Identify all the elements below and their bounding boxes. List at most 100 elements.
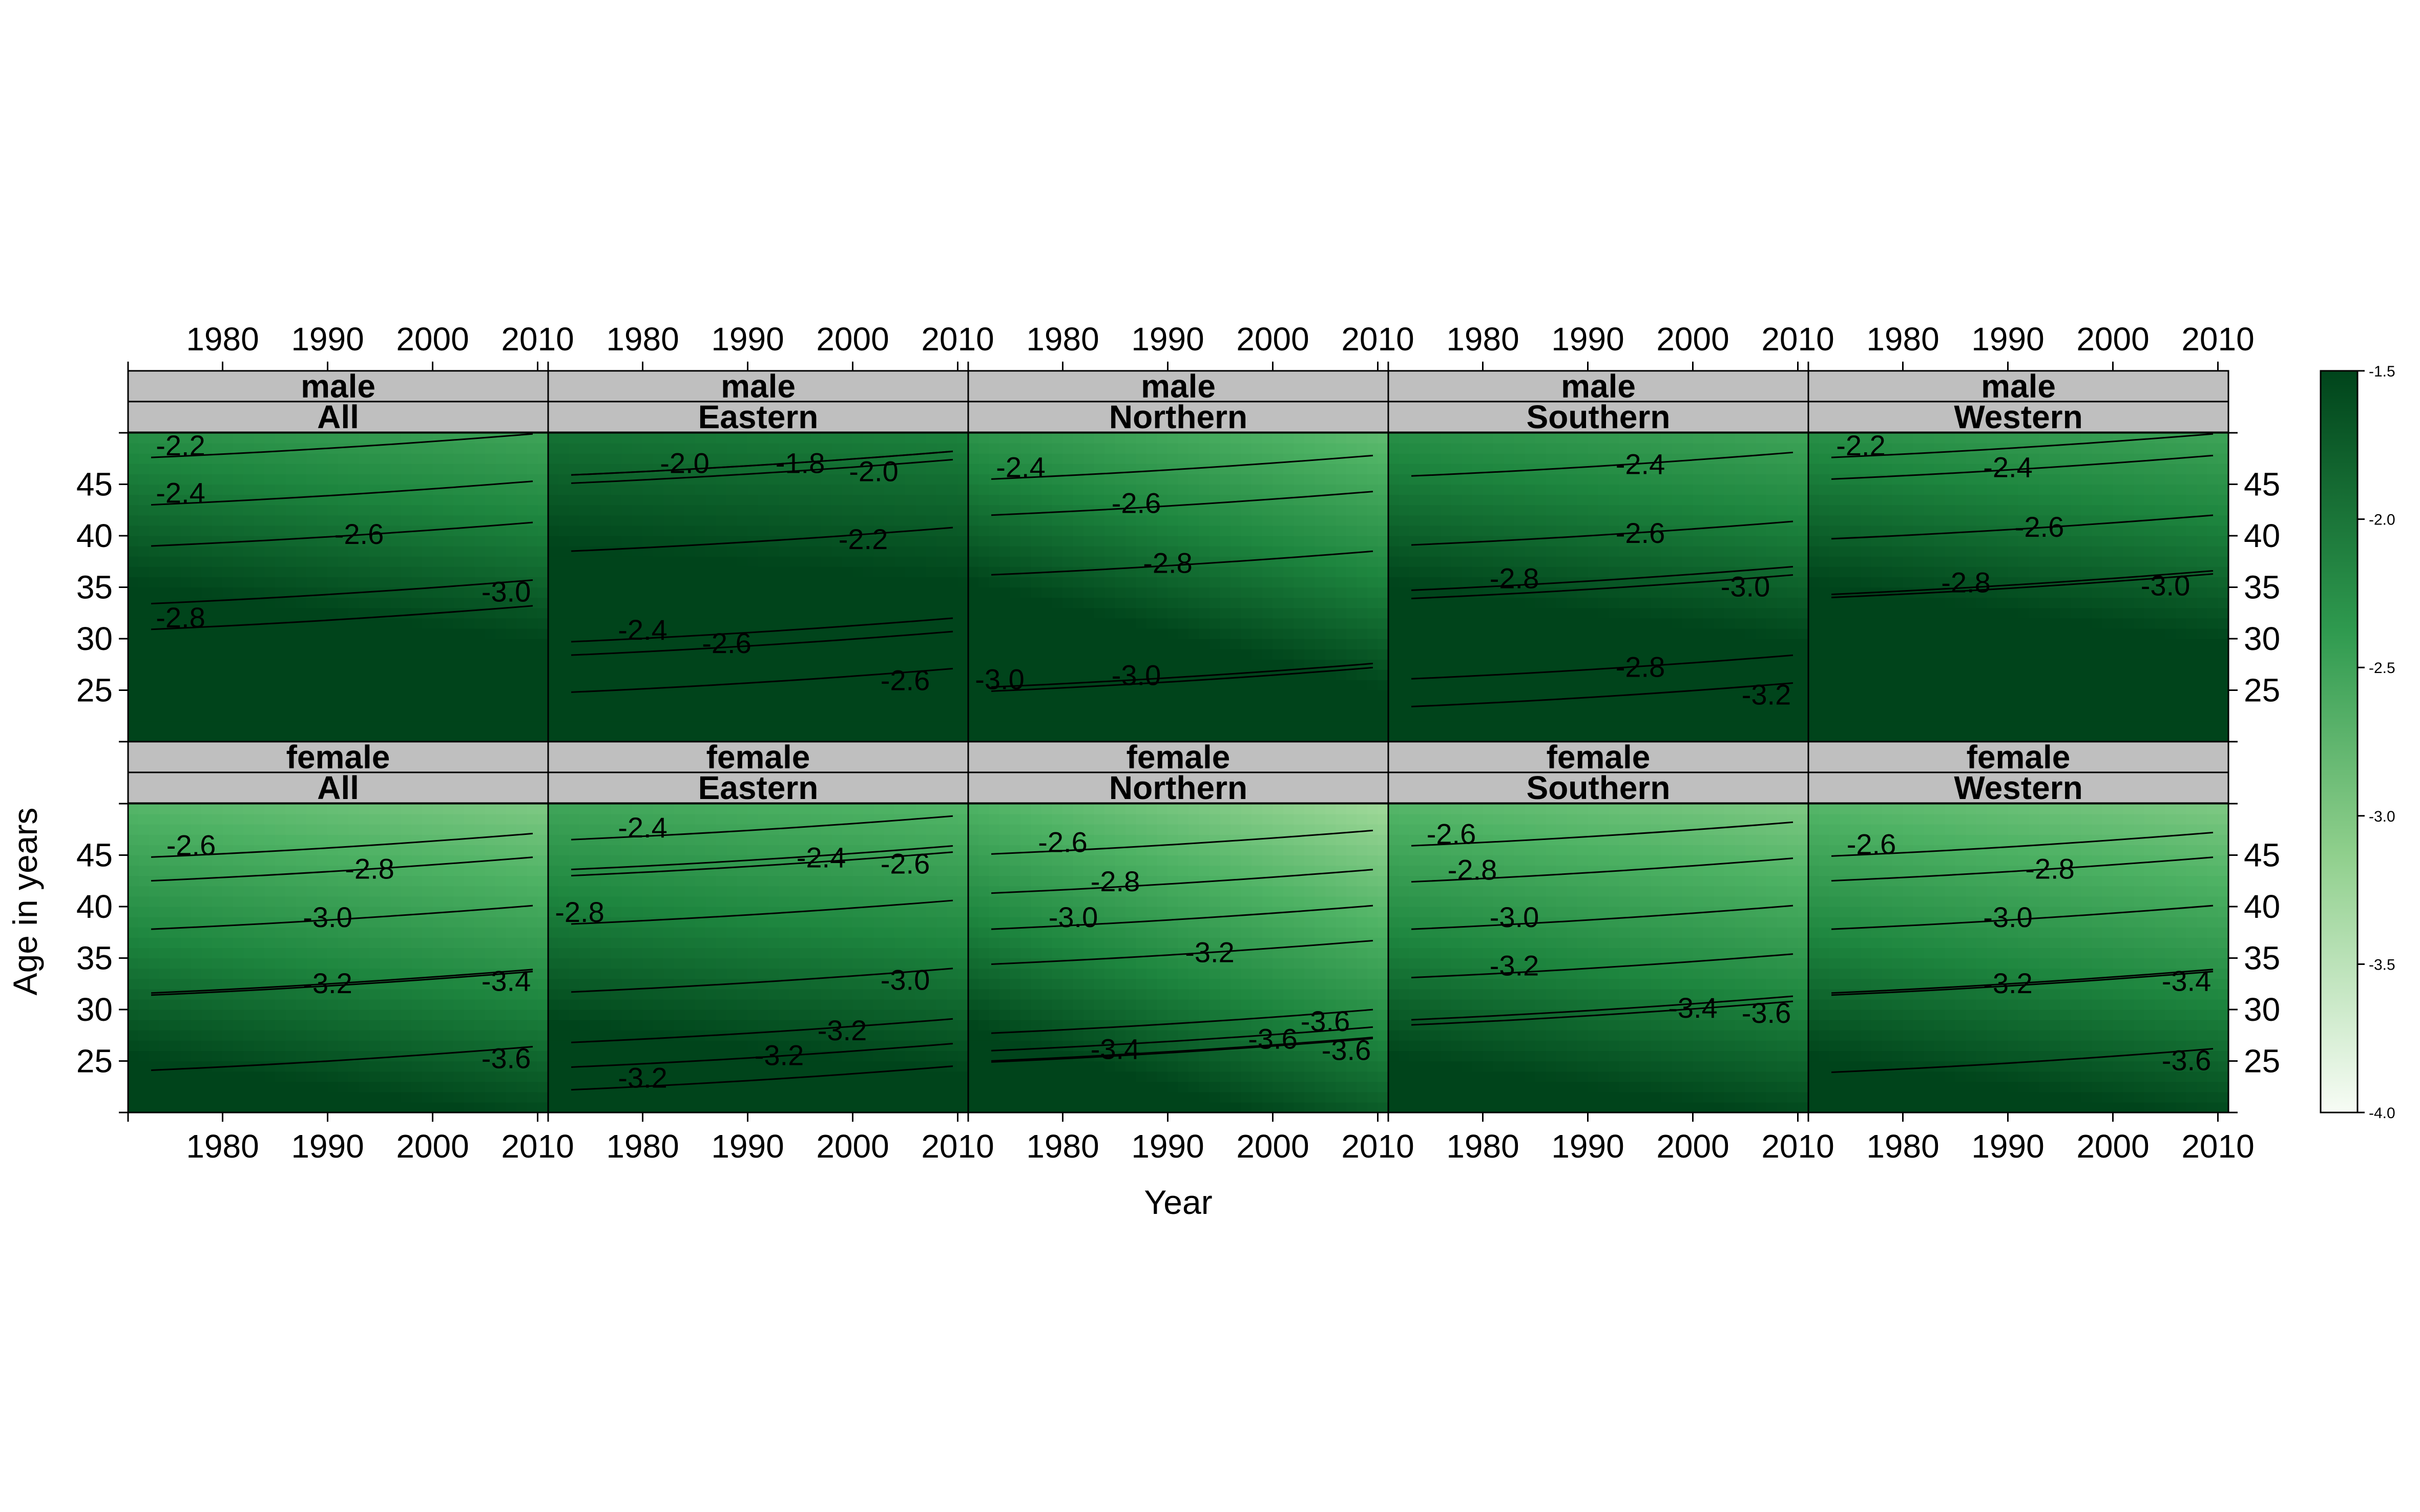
heatmap-cell	[243, 464, 255, 474]
heatmap-cell	[369, 433, 381, 444]
heatmap-cell	[1703, 597, 1715, 608]
heatmap-cell	[1115, 587, 1126, 598]
heatmap-cell	[170, 484, 181, 495]
heatmap-cell	[1041, 494, 1053, 506]
heatmap-cell	[1230, 443, 1242, 454]
heatmap-cell	[978, 628, 990, 639]
heatmap-cell	[884, 607, 895, 619]
strip-region-label: Eastern	[698, 398, 819, 435]
heatmap-cell	[212, 649, 223, 660]
heatmap-cell	[1556, 525, 1568, 536]
heatmap-cell	[1535, 525, 1547, 536]
heatmap-cell	[1031, 669, 1042, 680]
heatmap-cell	[1220, 566, 1232, 577]
heatmap-cell	[369, 721, 381, 732]
heatmap-cell	[558, 433, 570, 444]
heatmap-cell	[1682, 639, 1694, 649]
heatmap-cell	[1798, 566, 1809, 577]
heatmap-cell	[1798, 690, 1809, 701]
heatmap-cell	[1472, 659, 1484, 670]
heatmap-cell	[464, 546, 475, 557]
heatmap-cell	[1294, 597, 1305, 608]
heatmap-cell	[852, 680, 864, 691]
heatmap-cell	[1514, 659, 1526, 670]
heatmap-cell	[401, 494, 412, 506]
heatmap-cell	[1703, 628, 1715, 639]
heatmap-cell	[264, 464, 276, 474]
heatmap-cell	[1724, 536, 1736, 547]
heatmap-cell	[1714, 649, 1725, 660]
heatmap-cell	[1209, 515, 1221, 526]
heatmap-cell	[1819, 587, 1830, 598]
heatmap-cell	[915, 494, 927, 506]
heatmap-cell	[1567, 494, 1578, 506]
heatmap-cell	[716, 669, 727, 680]
heatmap-cell	[1294, 587, 1305, 598]
heatmap-cell	[506, 669, 517, 680]
heatmap-cell	[453, 505, 465, 516]
heatmap-cell	[936, 546, 948, 557]
heatmap-cell	[1272, 443, 1284, 454]
heatmap-cell	[464, 639, 475, 649]
heatmap-cell	[989, 731, 1000, 742]
heatmap-cell	[1672, 700, 1683, 711]
heatmap-cell	[695, 731, 706, 742]
heatmap-cell	[170, 443, 181, 454]
heatmap-cell	[1230, 453, 1242, 464]
heatmap-cell	[401, 443, 412, 454]
heatmap-cell	[201, 659, 213, 670]
heatmap-cell	[1199, 700, 1211, 711]
heatmap-cell	[306, 710, 318, 722]
heatmap-cell	[212, 566, 223, 577]
heatmap-cell	[1094, 669, 1105, 680]
heatmap-cell	[1083, 649, 1095, 660]
heatmap-cell	[537, 649, 549, 660]
heatmap-cell	[747, 494, 759, 506]
heatmap-cell	[1840, 525, 1851, 536]
heatmap-cell	[1136, 690, 1148, 701]
heatmap-cell	[527, 639, 538, 649]
heatmap-cell	[285, 731, 297, 742]
heatmap-cell	[653, 494, 664, 506]
heatmap-cell	[1052, 669, 1063, 680]
heatmap-cell	[390, 618, 402, 629]
heatmap-cell	[222, 474, 234, 485]
heatmap-cell	[779, 649, 790, 660]
heatmap-cell	[1819, 721, 1830, 732]
heatmap-cell	[348, 731, 360, 742]
heatmap-cell	[422, 669, 433, 680]
heatmap-cell	[1010, 639, 1021, 649]
heatmap-cell	[222, 721, 234, 732]
heatmap-cell	[1724, 484, 1736, 495]
heatmap-cell	[1430, 494, 1442, 506]
heatmap-cell	[863, 649, 874, 660]
heatmap-cell	[1178, 515, 1190, 526]
heatmap-cell	[159, 587, 171, 598]
heatmap-cell	[747, 607, 759, 619]
heatmap-cell	[1052, 536, 1063, 547]
heatmap-cell	[1146, 443, 1158, 454]
heatmap-cell	[1062, 525, 1074, 536]
heatmap-cell	[800, 607, 811, 619]
heatmap-cell	[1283, 607, 1295, 619]
heatmap-cell	[506, 536, 517, 547]
heatmap-cell	[1146, 628, 1158, 639]
heatmap-cell	[464, 607, 475, 619]
heatmap-cell	[1325, 556, 1337, 567]
heatmap-cell	[600, 618, 612, 629]
heatmap-cell	[1441, 515, 1452, 526]
heatmap-cell	[1829, 607, 1841, 619]
heatmap-cell	[684, 494, 696, 506]
heatmap-cell	[894, 505, 906, 516]
heatmap-cell	[317, 484, 328, 495]
heatmap-cell	[212, 587, 223, 598]
heatmap-cell	[632, 494, 643, 506]
heatmap-cell	[852, 597, 864, 608]
heatmap-cell	[1787, 597, 1799, 608]
heatmap-cell	[149, 443, 160, 454]
heatmap-cell	[726, 710, 738, 722]
heatmap-cell	[1251, 464, 1263, 474]
heatmap-cell	[1693, 618, 1704, 629]
heatmap-cell	[348, 464, 360, 474]
heatmap-cell	[537, 536, 549, 547]
